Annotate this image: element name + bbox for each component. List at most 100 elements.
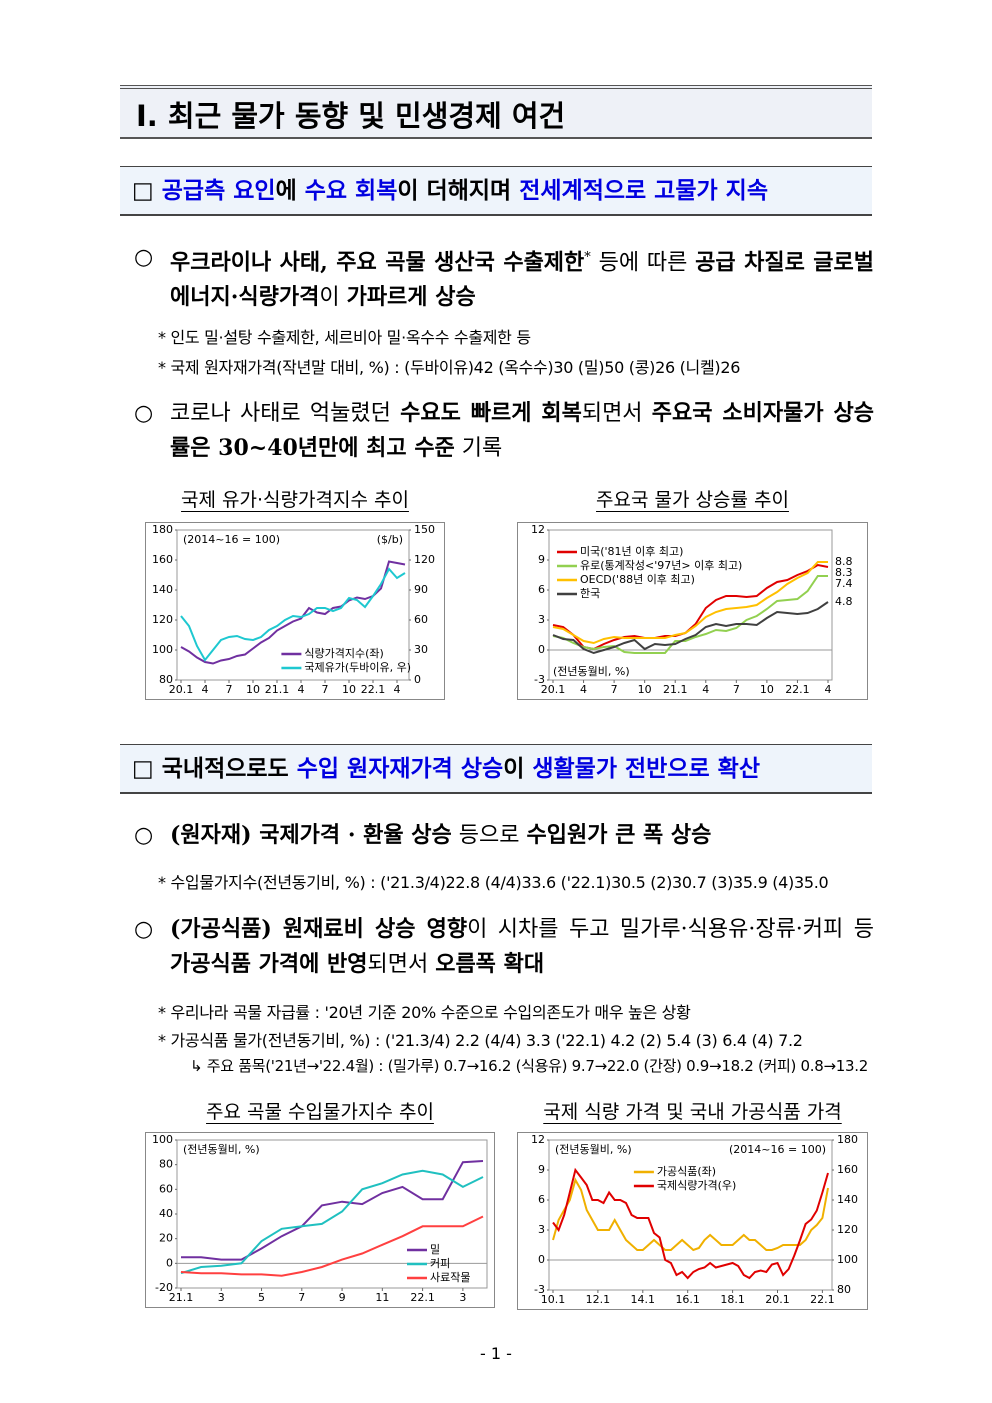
y-tick-label: 20 <box>159 1232 173 1245</box>
y-tick-label: 0 <box>166 1256 173 1269</box>
box-marker: □ <box>132 178 154 204</box>
end-label: 4.8 <box>835 595 853 608</box>
bullet-text: 등에 따른 <box>590 250 696 276</box>
x-tick-label: 14.1 <box>631 1293 656 1306</box>
legend-label: 사료작물 <box>430 1271 470 1284</box>
note: * 인도 밀·설탕 수출제한, 세르비아 밀·옥수수 수출제한 등 <box>158 328 531 347</box>
bullet: ○ 코로나 사태로 억눌렸던 수요도 빠르게 회복되면서 주요국 소비자물가 상승… <box>134 396 874 466</box>
y2-tick-label: 90 <box>414 583 428 596</box>
bullet-text: (가공식품) 원재료비 상승 영향 <box>170 916 468 942</box>
y2-tick-label: 60 <box>414 613 428 626</box>
end-label: 7.4 <box>835 577 853 590</box>
x-tick-label: 12.1 <box>586 1293 611 1306</box>
x-tick-label: 3 <box>218 1291 225 1304</box>
y2-tick-label: 100 <box>837 1253 858 1266</box>
chart-caption: 국제 유가·식량가격지수 추이 <box>181 489 409 511</box>
y-tick-label: 60 <box>159 1182 173 1195</box>
bullet-marker: ○ <box>134 401 154 426</box>
bullet-text: 주요국 소비자물가 상승률은 30~40년만에 최고 수준 <box>170 400 874 461</box>
note: * 가공식품 물가(전년동기비, %) : ('21.3/4) 2.2 (4/4… <box>158 1031 803 1050</box>
heading-text: 국내적으로도 <box>161 756 297 782</box>
chart-caption: 국제 식량 가격 및 국내 가공식품 가격 <box>543 1101 842 1123</box>
y-tick-label: -20 <box>155 1281 173 1294</box>
x-tick-label: 22.1 <box>410 1291 435 1304</box>
y-tick-label: 3 <box>538 1223 545 1236</box>
y-tick-label: -3 <box>534 673 545 686</box>
plot-frame <box>176 529 410 681</box>
x-tick-label: 9 <box>339 1291 346 1304</box>
note: * 국제 원자재가격(작년말 대비, %) : (두바이유)42 (옥수수)30… <box>158 358 741 377</box>
x-tick-label: 7 <box>611 683 618 696</box>
y2-tick-label: 30 <box>414 643 428 656</box>
y-tick-label: 6 <box>538 583 545 596</box>
series-line <box>552 1167 829 1280</box>
legend-label: 밀 <box>430 1243 440 1256</box>
x-tick-label: 22.1 <box>785 683 810 696</box>
heading-text: 수입 원자재가격 상승 <box>296 756 504 782</box>
x-tick-label: 3 <box>459 1291 466 1304</box>
series-line <box>552 601 829 655</box>
bullet-text: 코로나 사태로 억눌렸던 <box>170 401 401 426</box>
heading-text: 전세계적으로 고물가 지속 <box>519 178 768 204</box>
x-tick-label: 22.1 <box>810 1293 835 1306</box>
legend-label: 국제식량가격(우) <box>657 1179 736 1192</box>
y-tick-label: 9 <box>538 1163 545 1176</box>
y2-tick-label: 0 <box>414 673 421 686</box>
series-line <box>180 560 406 665</box>
x-tick-label: 7 <box>322 683 329 696</box>
chart-frame <box>517 1132 868 1310</box>
legend-label: OECD('88년 이후 최고) <box>580 573 695 586</box>
bullet-text: 공급 차질로 글로벌 에너지·식량가격 <box>170 249 874 311</box>
x-tick-label: 18.1 <box>720 1293 745 1306</box>
y-tick-label: 12 <box>531 523 545 536</box>
y-tick-label: 9 <box>538 553 545 566</box>
note: ↳ 주요 품목('21년→'22.4월) : (밀가루) 0.7→16.2 (식… <box>190 1057 868 1075</box>
y-tick-label: 180 <box>152 523 173 536</box>
x-tick-label: 20.1 <box>541 683 566 696</box>
annotation: (전년동월비, %) <box>553 665 630 678</box>
bullet-text: 가파르게 상승 <box>346 284 476 311</box>
series-line <box>180 1169 484 1275</box>
bullet-marker: ○ <box>134 917 154 942</box>
x-tick-label: 11 <box>375 1291 389 1304</box>
x-tick-label: 21.1 <box>663 683 688 696</box>
series-line <box>552 575 828 654</box>
y-tick-label: 6 <box>538 1193 545 1206</box>
legend-label: 유로(통계작성<'97년> 이후 최고) <box>580 559 742 572</box>
bullet-text: 오름폭 확대 <box>435 951 545 977</box>
box-marker: □ <box>132 756 154 782</box>
footnote-mark: * <box>584 250 591 265</box>
note: * 수입물가지수(전년동기비, %) : ('21.3/4)22.8 (4/4)… <box>158 873 829 892</box>
end-label: 8.3 <box>835 566 853 579</box>
y-tick-label: 0 <box>538 643 545 656</box>
bullet-text: 이 시차를 두고 밀가루·식용유·장류·커피 등 <box>467 917 874 942</box>
legend-label: 국제유가(두바이유, 우) <box>304 661 411 674</box>
heading-text: 에 <box>275 178 305 204</box>
x-tick-label: 10 <box>760 683 774 696</box>
y-tick-label: 100 <box>152 1133 173 1146</box>
x-tick-label: 10.1 <box>541 1293 566 1306</box>
end-label: 8.8 <box>835 555 853 568</box>
y2-tick-label: 180 <box>837 1133 858 1146</box>
chart: 80 100 120 140 160 180 0 30 60 90 120 150 20.1 4 7 10 21… <box>145 522 445 700</box>
x-tick-label: 10 <box>638 683 652 696</box>
legend-label: 식량가격지수(좌) <box>304 647 383 660</box>
bullet: ○ (가공식품) 원재료비 상승 영향이 시차를 두고 밀가루·식용유·장류·커피… <box>134 912 874 982</box>
annotation: (전년동월비, %) <box>555 1143 632 1156</box>
series-line <box>180 567 406 662</box>
y-tick-label: 100 <box>152 643 173 656</box>
note: * 우리나라 곡물 자급률 : '20년 기준 20% 수준으로 수입의존도가 … <box>158 1003 691 1022</box>
y-tick-label: 140 <box>152 583 173 596</box>
y2-tick-label: 160 <box>837 1163 858 1176</box>
chart-caption: 주요 곡물 수입물가지수 추이 <box>206 1101 434 1123</box>
y-tick-label: -3 <box>534 1283 545 1296</box>
y-tick-label: 3 <box>538 613 545 626</box>
bullet-marker: ○ <box>134 245 154 270</box>
section-heading: □ 공급측 요인에 수요 회복이 더해지며 전세계적으로 고물가 지속 <box>120 166 872 216</box>
series-line <box>552 561 828 645</box>
x-tick-label: 4 <box>202 683 209 696</box>
y-tick-label: 80 <box>159 673 173 686</box>
bullet: ○ (원자재) 국제가격 · 환율 상승 등으로 수입원가 큰 폭 상승 <box>134 818 874 853</box>
series-line <box>552 1177 829 1252</box>
